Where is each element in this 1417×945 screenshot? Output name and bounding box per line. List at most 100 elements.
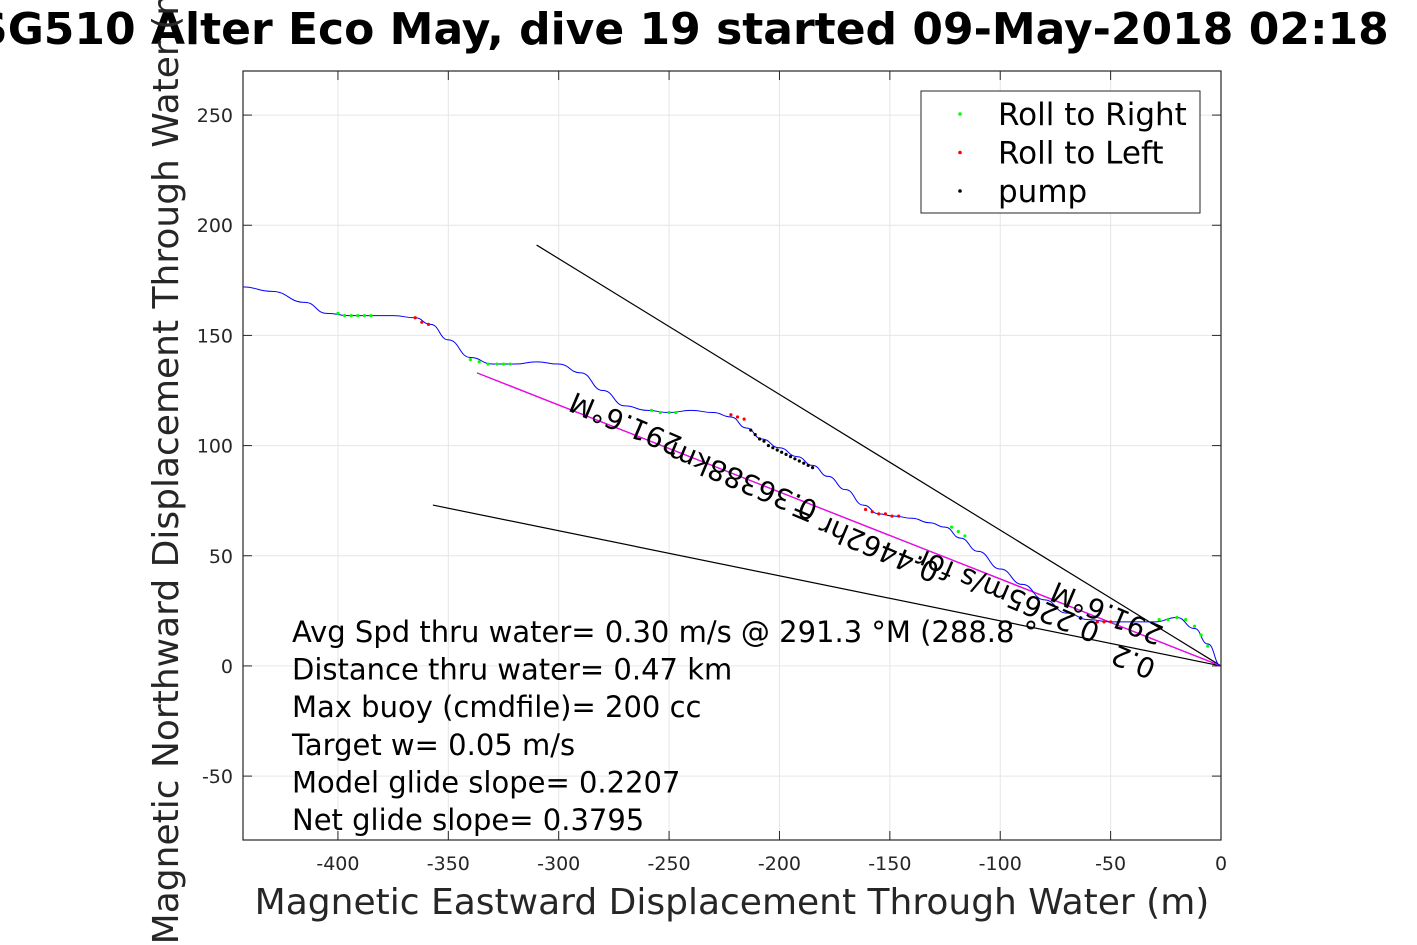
roll-right-point bbox=[486, 362, 490, 366]
legend-marker bbox=[958, 189, 962, 193]
roll-left-point bbox=[1109, 620, 1113, 624]
info-text: Avg Spd thru water= 0.30 m/s @ 291.3 °M … bbox=[291, 615, 1038, 837]
roll-left-point bbox=[883, 512, 888, 516]
roll-left-point bbox=[877, 512, 881, 516]
legend-label: pump bbox=[998, 174, 1087, 210]
roll-left-point bbox=[735, 415, 740, 419]
track-group bbox=[242, 286, 1222, 667]
roll-left-point bbox=[742, 417, 746, 421]
reference-line bbox=[536, 244, 1222, 667]
axes-box bbox=[242, 70, 1222, 841]
roll-right-point bbox=[349, 313, 353, 318]
y-tick-label: -50 bbox=[202, 766, 233, 788]
pump-point bbox=[784, 452, 788, 456]
roll-right-point bbox=[1184, 618, 1188, 622]
roll-left-point bbox=[897, 514, 901, 518]
pump-point bbox=[797, 459, 801, 463]
chart-title: SG510 Alter Eco May, dive 19 started 09-… bbox=[0, 4, 1389, 55]
pump-point bbox=[810, 466, 815, 470]
x-tick-label: -200 bbox=[758, 853, 801, 875]
pump-point bbox=[771, 446, 775, 450]
pump-point bbox=[780, 450, 784, 454]
legend-label: Roll to Left bbox=[998, 136, 1164, 172]
x-axis-label: Magnetic Eastward Displacement Through W… bbox=[255, 882, 1210, 923]
x-tick-label: -50 bbox=[1095, 853, 1126, 875]
roll-right-point bbox=[1206, 644, 1210, 648]
roll-right-point bbox=[1192, 624, 1197, 628]
glider-track bbox=[242, 286, 1222, 667]
roll-right-point bbox=[468, 358, 472, 362]
pump-point bbox=[757, 437, 762, 441]
legend-marker bbox=[958, 112, 962, 116]
roll-left-point bbox=[729, 413, 733, 417]
x-tick-label: -150 bbox=[868, 853, 911, 875]
y-tick-label: 250 bbox=[197, 105, 233, 127]
roll-right-point bbox=[963, 534, 967, 538]
roll-left-point bbox=[413, 316, 417, 320]
info-line: Net glide slope= 0.3795 bbox=[292, 803, 644, 837]
reference-lines bbox=[432, 244, 1222, 667]
x-tick-label: -350 bbox=[427, 853, 470, 875]
y-axis-label: Magnetic Northward Displacement Through … bbox=[146, 0, 187, 944]
axes: -400 -350 -300 -250 -200 -150 -100 -50 0 250 200 15… bbox=[146, 0, 1227, 944]
data-points bbox=[336, 311, 1210, 648]
roll-right-point bbox=[1199, 633, 1203, 637]
pump-point bbox=[793, 457, 797, 461]
roll-left-point bbox=[870, 510, 874, 514]
pump-point bbox=[788, 455, 793, 459]
roll-right-point bbox=[477, 360, 481, 364]
y-tick-label: 50 bbox=[209, 546, 233, 568]
roll-right-point bbox=[336, 311, 340, 315]
info-line: Max buoy (cmdfile)= 200 cc bbox=[292, 690, 701, 724]
roll-left-point bbox=[863, 507, 868, 512]
info-line: Target w= 0.05 m/s bbox=[291, 728, 575, 762]
roll-right-point bbox=[649, 408, 654, 412]
roll-left-point bbox=[1095, 620, 1099, 624]
info-line: Avg Spd thru water= 0.30 m/s @ 291.3 °M … bbox=[292, 615, 1038, 649]
roll-right-point bbox=[956, 529, 960, 534]
roll-right-point bbox=[658, 410, 662, 415]
reference-line bbox=[432, 504, 1222, 667]
pump-point bbox=[749, 428, 753, 432]
roll-right-point bbox=[369, 313, 373, 318]
roll-left-point bbox=[890, 514, 894, 518]
roll-right-point bbox=[362, 313, 367, 318]
pump-point bbox=[775, 448, 779, 452]
roll-right-point bbox=[501, 362, 506, 366]
legend-marker bbox=[958, 150, 962, 155]
y-tick-label: 100 bbox=[197, 436, 233, 458]
pump-point bbox=[766, 443, 771, 448]
roll-right-point bbox=[508, 362, 512, 366]
x-tick-label: -100 bbox=[979, 853, 1022, 875]
x-tick-label: -400 bbox=[316, 853, 359, 875]
roll-right-point bbox=[1175, 615, 1179, 620]
y-tick-label: 200 bbox=[197, 215, 233, 237]
pump-point bbox=[802, 461, 806, 465]
x-tick-label: 0 bbox=[1215, 853, 1227, 875]
legend-label: Roll to Right bbox=[998, 97, 1187, 133]
reference-line bbox=[476, 372, 1222, 667]
roll-right-point bbox=[1166, 618, 1170, 622]
roll-left-point bbox=[420, 320, 424, 324]
x-tick-label: -250 bbox=[648, 853, 691, 875]
roll-right-point bbox=[950, 525, 954, 529]
roll-right-point bbox=[674, 410, 678, 415]
pump-point bbox=[762, 439, 766, 443]
roll-left-point bbox=[426, 322, 431, 326]
legend-box bbox=[920, 90, 1201, 214]
y-tick-label: 0 bbox=[221, 656, 233, 678]
roll-right-point bbox=[1157, 618, 1161, 622]
roll-left-point bbox=[1102, 620, 1106, 624]
info-line: Model glide slope= 0.2207 bbox=[292, 765, 680, 799]
roll-right-point bbox=[342, 313, 347, 318]
roll-right-point bbox=[667, 410, 671, 415]
x-tick-label: -300 bbox=[537, 853, 580, 875]
roll-right-point bbox=[495, 362, 499, 366]
y-tick-label: 150 bbox=[197, 325, 233, 347]
roll-right-point bbox=[356, 313, 360, 318]
pump-point bbox=[806, 463, 810, 468]
pump-point bbox=[753, 432, 757, 437]
info-line: Distance thru water= 0.47 km bbox=[292, 653, 732, 687]
